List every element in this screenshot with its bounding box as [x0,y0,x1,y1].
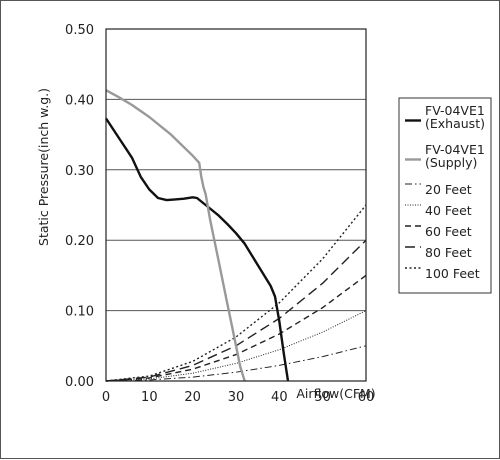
legend-entry: 40 Feet [425,203,472,218]
legend-box [398,97,492,294]
y-tick-label: 0.30 [65,164,94,179]
series-line-20-feet [105,345,367,382]
legend-items: FV-04VE1 (Exhaust) FV-04VE1 (Supply) 20 Feet… [405,103,485,281]
x-tick-label: 20 [184,390,201,405]
plot-area-border [105,28,367,382]
series-line-60-feet [105,274,367,382]
y-tick-label: 0.00 [65,375,94,390]
legend-entry: 60 Feet [425,224,472,239]
y-tick-label: 0.10 [65,305,94,320]
legend-entry: FV-04VE1 (Exhaust) [425,103,485,131]
series-layer [104,89,367,382]
series-line-fv-04ve1-exhaust [104,117,290,382]
x-tick-label: 40 [271,390,288,405]
legend-entry: 20 Feet [425,182,472,197]
legend-entry: FV-04VE1 (Supply) [425,142,485,170]
grid-layer [106,28,366,312]
legend-entry: 100 Feet [425,266,480,281]
x-tick-label: 60 [358,390,375,405]
y-axis-label: Static Pressure(inch w.g.) [36,88,51,246]
y-tick-label: 0.20 [65,234,94,249]
x-tick-label: 30 [228,390,245,405]
series-line-fv-04ve1-supply [105,89,246,382]
legend-entry: 80 Feet [425,245,472,260]
x-tick-label: 0 [102,390,110,405]
series-line-40-feet [105,310,367,382]
x-axis-label: Airflow(CFM) [296,386,375,401]
axis-layer [105,28,367,382]
y-tick-label: 0.40 [65,93,94,108]
x-tick-label: 50 [314,390,331,405]
y-tick-label: 0.50 [65,23,94,38]
x-tick-label: 10 [141,390,158,405]
tick-labels: 0.00 0.10 0.20 0.30 0.40 0.50 0 10 20 30 40 50 60 [65,23,374,405]
legend: FV-04VE1 (Exhaust) FV-04VE1 (Supply) 20 Feet… [398,97,492,294]
